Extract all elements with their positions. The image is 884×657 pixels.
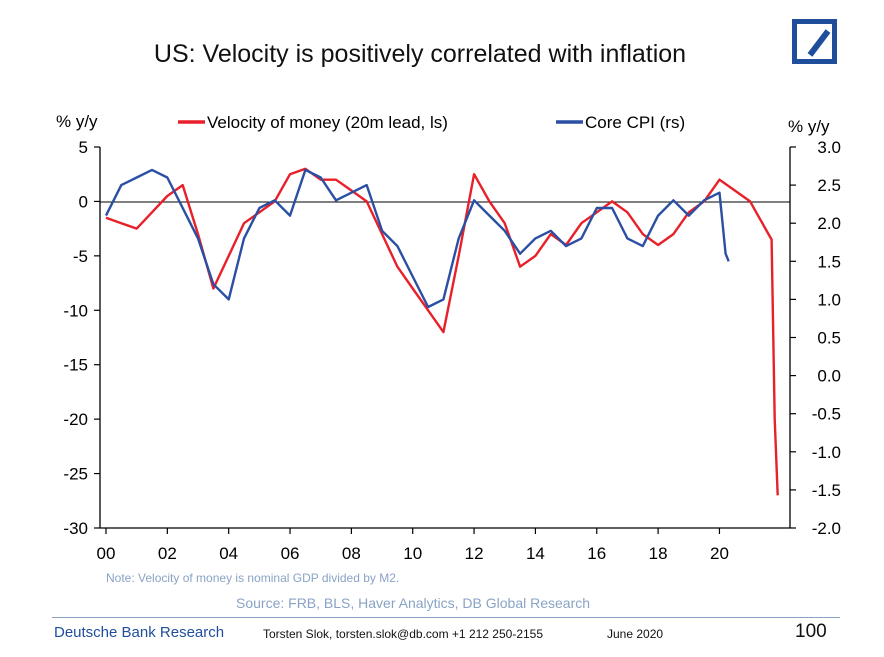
x-tick-label: 10 xyxy=(403,544,422,563)
x-tick-label: 08 xyxy=(342,544,361,563)
right-axis-unit-label: % y/y xyxy=(788,117,830,136)
left-tick-label: 0 xyxy=(79,192,88,211)
x-axis-ticks: 00 02 04 06 08 10 12 14 16 18 20 xyxy=(97,528,729,563)
left-tick-label: -15 xyxy=(63,356,88,375)
chart-title: US: Velocity is positively correlated wi… xyxy=(153,40,687,68)
right-tick-label: 2.5 xyxy=(817,176,841,195)
right-tick-label: 2.0 xyxy=(817,214,841,233)
right-tick-label: 1.5 xyxy=(817,252,841,271)
x-tick-label: 04 xyxy=(219,544,238,563)
right-tick-label: -1.5 xyxy=(812,481,841,500)
x-tick-label: 20 xyxy=(710,544,729,563)
chart-axes xyxy=(99,147,791,529)
right-tick-label: -1.0 xyxy=(812,443,841,462)
footer-brand: Deutsche Bank Research xyxy=(54,624,225,641)
x-tick-label: 02 xyxy=(158,544,177,563)
page-number: 100 xyxy=(795,621,827,642)
left-tick-label: -5 xyxy=(73,247,88,266)
right-tick-label: 0.5 xyxy=(817,329,841,348)
right-tick-label: 1.0 xyxy=(817,290,841,309)
right-axis-ticks: 3.0 2.5 2.0 1.5 1.0 0.5 0.0 -0.5 -1.0 -1.5 -2.0 xyxy=(790,138,841,538)
left-tick-label: -20 xyxy=(63,410,88,429)
footer-contact: Torsten Slok, torsten.slok@db.com +1 212… xyxy=(263,627,544,641)
x-tick-label: 00 xyxy=(97,544,116,563)
x-tick-label: 18 xyxy=(649,544,668,563)
legend-label-core-cpi: Core CPI (rs) xyxy=(585,113,685,132)
right-tick-label: 0.0 xyxy=(817,367,841,386)
left-tick-label: -10 xyxy=(63,301,88,320)
footer-divider xyxy=(52,617,840,618)
series-line-velocity xyxy=(105,167,779,496)
legend-label-velocity: Velocity of money (20m lead, ls) xyxy=(207,113,448,132)
x-tick-label: 14 xyxy=(526,544,545,563)
footer-date: June 2020 xyxy=(607,627,664,641)
deutsche-bank-logo-icon xyxy=(792,19,837,64)
left-tick-label: 5 xyxy=(79,138,88,157)
x-tick-label: 06 xyxy=(281,544,300,563)
left-axis-unit-label: % y/y xyxy=(56,112,98,131)
series-line-core-cpi xyxy=(104,168,730,309)
chart-note: Note: Velocity of money is nominal GDP d… xyxy=(106,571,400,585)
chart-source: Source: FRB, BLS, Haver Analytics, DB Gl… xyxy=(236,595,591,611)
x-tick-label: 12 xyxy=(465,544,484,563)
left-tick-label: -25 xyxy=(63,465,88,484)
left-axis-ticks: 5 0 -5 -10 -15 -20 -25 -30 xyxy=(63,138,100,538)
right-tick-label: -2.0 xyxy=(812,519,841,538)
series-layer xyxy=(104,167,779,496)
legend: Velocity of money (20m lead, ls) Core CP… xyxy=(178,113,685,132)
right-tick-label: -0.5 xyxy=(812,405,841,424)
x-tick-label: 16 xyxy=(587,544,606,563)
right-tick-label: 3.0 xyxy=(817,138,841,157)
left-tick-label: -30 xyxy=(63,519,88,538)
